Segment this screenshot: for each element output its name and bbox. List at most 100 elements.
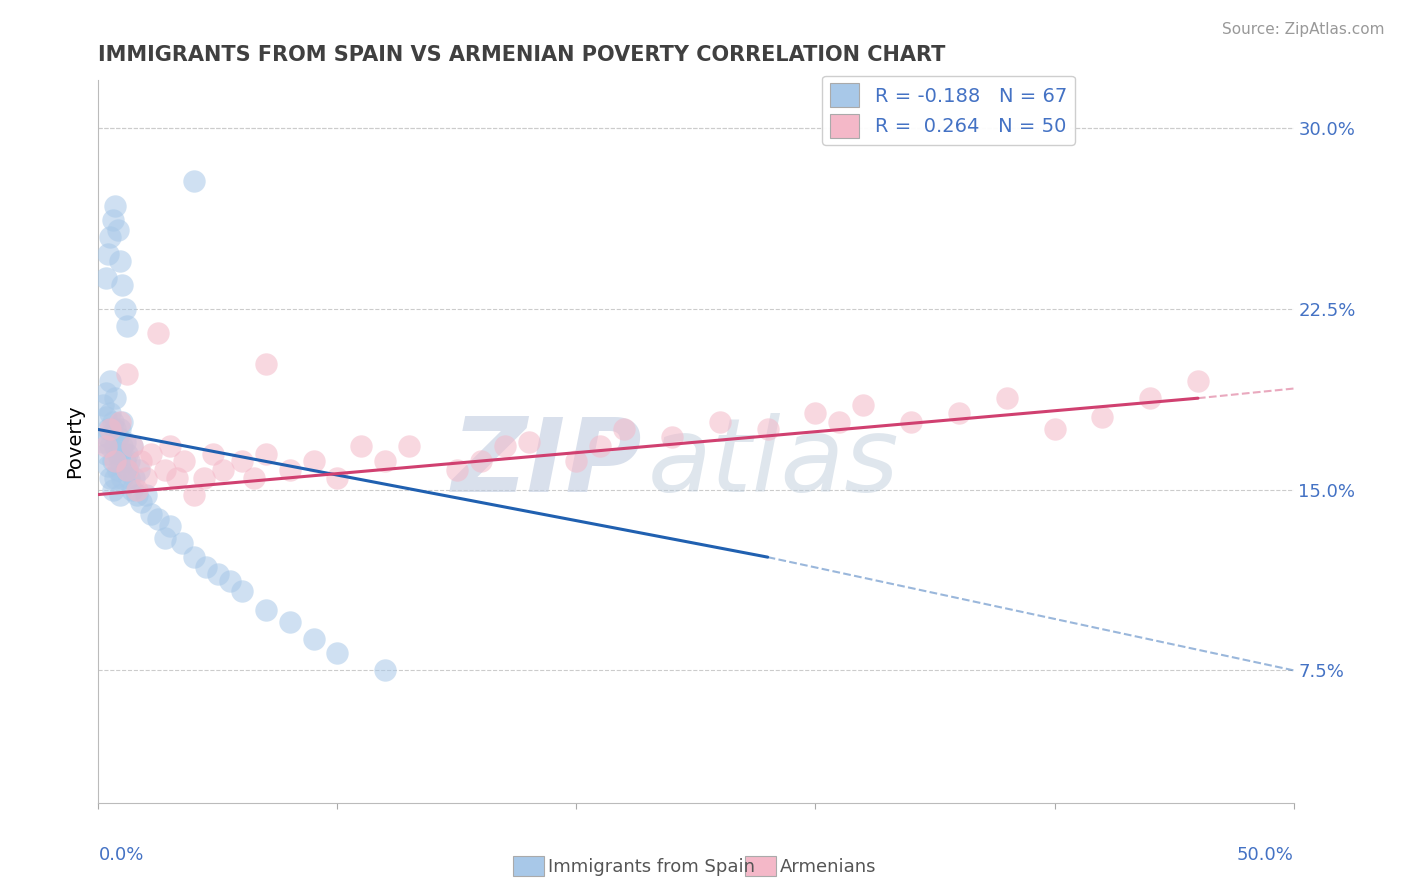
Point [219,574,242,589]
Point [98,422,122,436]
Point [148,326,170,340]
Point [183,487,205,501]
Text: atlas: atlas [648,413,900,513]
Point [115,463,138,477]
Point [98,470,122,484]
Point [589,439,612,453]
Point [326,470,349,484]
Point [107,430,129,444]
Point [155,463,177,477]
Point [565,454,588,468]
Point [183,174,205,188]
Point [91,398,114,412]
Point [207,567,229,582]
Point [231,583,253,598]
Point [900,415,922,429]
Point [183,550,205,565]
Point [159,518,181,533]
Point [104,439,127,453]
Point [108,422,131,436]
Text: Source: ZipAtlas.com: Source: ZipAtlas.com [1222,22,1385,37]
Point [254,446,277,460]
Point [104,198,127,212]
Point [948,406,970,420]
Point [995,391,1018,405]
Point [202,446,225,460]
Point [121,439,143,453]
Point [125,483,148,497]
Point [470,454,492,468]
Point [97,458,120,473]
Text: 0.0%: 0.0% [98,847,143,864]
Point [104,454,127,468]
Point [118,454,141,468]
Point [231,454,253,468]
Point [517,434,540,449]
Point [98,229,122,244]
Point [91,434,114,449]
Point [108,415,131,429]
Point [195,559,218,574]
Point [173,454,195,468]
Point [135,470,157,484]
Point [135,487,157,501]
Point [243,470,266,484]
Point [111,439,134,453]
Point [398,439,420,453]
Point [804,406,827,420]
Point [148,511,170,525]
Point [756,422,779,436]
Point [374,454,396,468]
Point [98,374,122,388]
Point [350,439,373,453]
Point [852,398,875,412]
Point [115,318,138,333]
Point [1139,391,1161,405]
Point [302,632,325,646]
Point [278,463,301,477]
Point [125,487,148,501]
Point [108,253,131,268]
Point [121,439,143,453]
Point [111,470,134,484]
Point [128,463,150,477]
Point [97,246,120,260]
Point [94,270,117,285]
Point [94,439,117,453]
Y-axis label: Poverty: Poverty [66,405,84,478]
Point [661,430,683,444]
Point [118,470,141,484]
Text: Armenians: Armenians [780,858,877,876]
Text: ZIP: ZIP [451,413,643,514]
Point [98,439,122,453]
Point [107,463,129,477]
Point [1187,374,1209,388]
Point [114,301,136,317]
Point [121,483,143,497]
Point [326,647,349,661]
Point [254,603,277,617]
Point [101,415,124,429]
Point [101,213,124,227]
Point [108,454,131,468]
Point [104,470,127,484]
Point [254,358,277,372]
Point [111,278,134,293]
Point [139,446,162,460]
Point [107,222,129,236]
Point [211,463,233,477]
Point [115,367,138,381]
Point [115,463,138,477]
Text: IMMIGRANTS FROM SPAIN VS ARMENIAN POVERTY CORRELATION CHART: IMMIGRANTS FROM SPAIN VS ARMENIAN POVERT… [98,45,946,65]
Legend: R = -0.188   N = 67, R =  0.264   N = 50: R = -0.188 N = 67, R = 0.264 N = 50 [823,76,1074,145]
Point [166,470,188,484]
Point [94,410,117,425]
Point [124,470,146,484]
Point [108,487,131,501]
Point [1091,410,1114,425]
Point [131,494,153,508]
Point [101,454,124,468]
Point [302,454,325,468]
Point [709,415,731,429]
Point [172,535,194,549]
